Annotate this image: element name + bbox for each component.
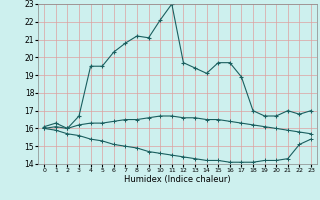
X-axis label: Humidex (Indice chaleur): Humidex (Indice chaleur) xyxy=(124,175,231,184)
